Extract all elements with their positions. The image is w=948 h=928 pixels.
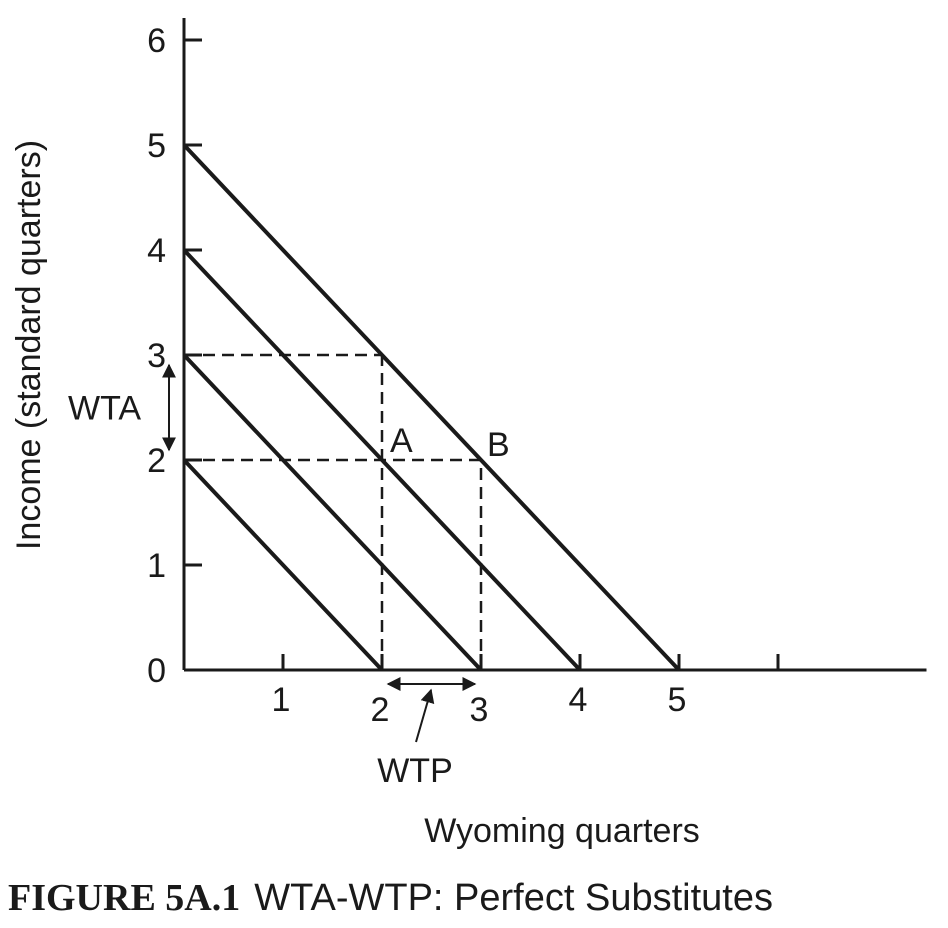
y-tick-label: 2: [147, 442, 166, 480]
y-tick-label: 6: [147, 22, 166, 60]
x-tick-label: 3: [470, 691, 489, 729]
y-tick-label: 1: [147, 547, 166, 585]
wtp-pointer: [415, 688, 435, 743]
figure-caption: FIGURE 5A.1 WTA-WTP: Perfect Substitutes: [8, 876, 773, 920]
x-tick-label: 2: [371, 691, 390, 729]
indifference-line: [182, 248, 582, 672]
y-axis-title: Income (standard quarters): [10, 140, 48, 550]
indifference-line: [182, 353, 483, 672]
x-tick-label: 1: [272, 681, 291, 719]
wta-label: WTA: [68, 390, 141, 428]
indifference-line: [182, 458, 384, 672]
y-tick-label: 0: [147, 652, 166, 690]
wtp-label: WTP: [377, 752, 453, 790]
figure-number: FIGURE 5A.1: [8, 877, 241, 919]
figure-title: WTA-WTP: Perfect Substitutes: [254, 877, 773, 919]
x-tick-label: 5: [668, 681, 687, 719]
chart: 0 1 2 3 4 5 6 1 2 3 4 5 A B WTA WTP Wyoming quarters In…: [10, 18, 927, 850]
y-tick-label: 4: [147, 232, 166, 270]
x-axis-title: Wyoming quarters: [424, 812, 700, 850]
point-label-a: A: [390, 422, 413, 460]
point-label-b: B: [487, 426, 510, 464]
x-tick-label: 4: [569, 681, 588, 719]
y-tick-label: 3: [147, 337, 166, 375]
y-tick-label: 5: [147, 127, 166, 165]
indifference-line: [182, 143, 681, 672]
